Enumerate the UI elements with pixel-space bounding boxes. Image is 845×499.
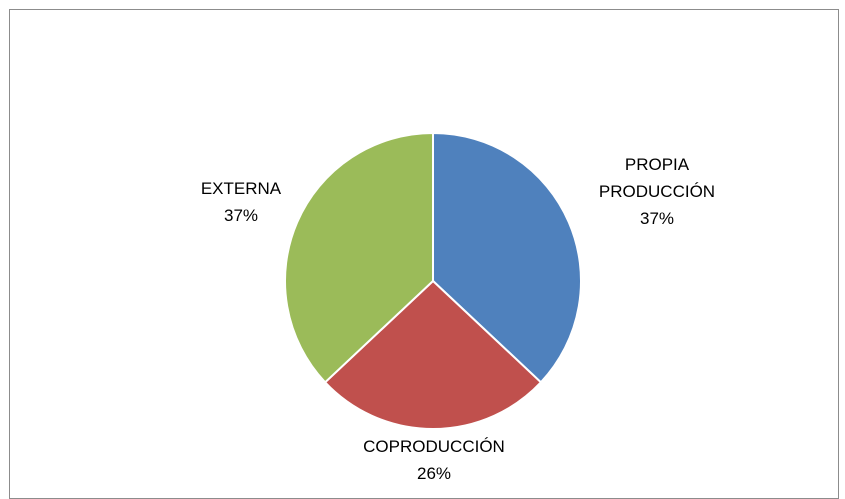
slice-name: PROPIA <box>625 155 690 174</box>
pie-slice-externa <box>284 132 434 384</box>
chart-area: PROPIA PRODUCCIÓN 37% COPRODUCCIÓN 26% EXTERN… <box>9 9 839 499</box>
data-label-externa: EXTERNA 37% <box>201 179 282 225</box>
data-label-propia-produccion: PROPIA PRODUCCIÓN 37% <box>599 155 715 228</box>
slice-percent: 37% <box>640 209 674 228</box>
slice-percent: 37% <box>224 206 258 225</box>
slice-percent: 26% <box>417 464 451 483</box>
pie-chart: PROPIA PRODUCCIÓN 37% COPRODUCCIÓN 26% EXTERN… <box>201 132 715 483</box>
slice-name: EXTERNA <box>201 179 282 198</box>
pie-slice-propia-produccion <box>432 132 582 384</box>
labels-layer: PROPIA PRODUCCIÓN 37% COPRODUCCIÓN 26% EXTERN… <box>201 155 715 483</box>
pie-slice-coproduccion <box>324 280 542 430</box>
slice-name: COPRODUCCIÓN <box>363 437 505 456</box>
slices-layer <box>284 132 582 430</box>
slice-name: PRODUCCIÓN <box>599 182 715 201</box>
data-label-coproduccion: COPRODUCCIÓN 26% <box>363 437 505 483</box>
